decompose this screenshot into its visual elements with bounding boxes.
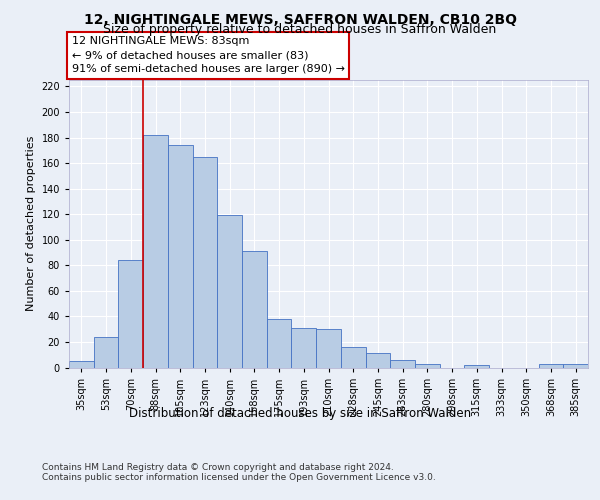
Bar [94,337,118,368]
Bar [118,260,143,368]
Text: Size of property relative to detached houses in Saffron Walden: Size of property relative to detached ho… [103,22,497,36]
Bar [193,156,217,368]
Text: 12 NIGHTINGALE MEWS: 83sqm
← 9% of detached houses are smaller (83)
91% of semi-: 12 NIGHTINGALE MEWS: 83sqm ← 9% of detac… [71,36,344,74]
Text: Contains public sector information licensed under the Open Government Licence v3: Contains public sector information licen… [42,472,436,482]
Bar [539,364,563,368]
Y-axis label: Number of detached properties: Number of detached properties [26,136,36,312]
Bar [143,135,168,368]
Bar [217,216,242,368]
Bar [69,361,94,368]
Bar [316,329,341,368]
Bar [168,145,193,368]
Text: 12, NIGHTINGALE MEWS, SAFFRON WALDEN, CB10 2BQ: 12, NIGHTINGALE MEWS, SAFFRON WALDEN, CB… [83,12,517,26]
Bar [267,319,292,368]
Bar [415,364,440,368]
Bar [292,328,316,368]
Bar [464,365,489,368]
Bar [365,354,390,368]
Bar [341,347,365,368]
Text: Distribution of detached houses by size in Saffron Walden: Distribution of detached houses by size … [129,408,471,420]
Bar [563,364,588,368]
Text: Contains HM Land Registry data © Crown copyright and database right 2024.: Contains HM Land Registry data © Crown c… [42,462,394,471]
Bar [390,360,415,368]
Bar [242,251,267,368]
